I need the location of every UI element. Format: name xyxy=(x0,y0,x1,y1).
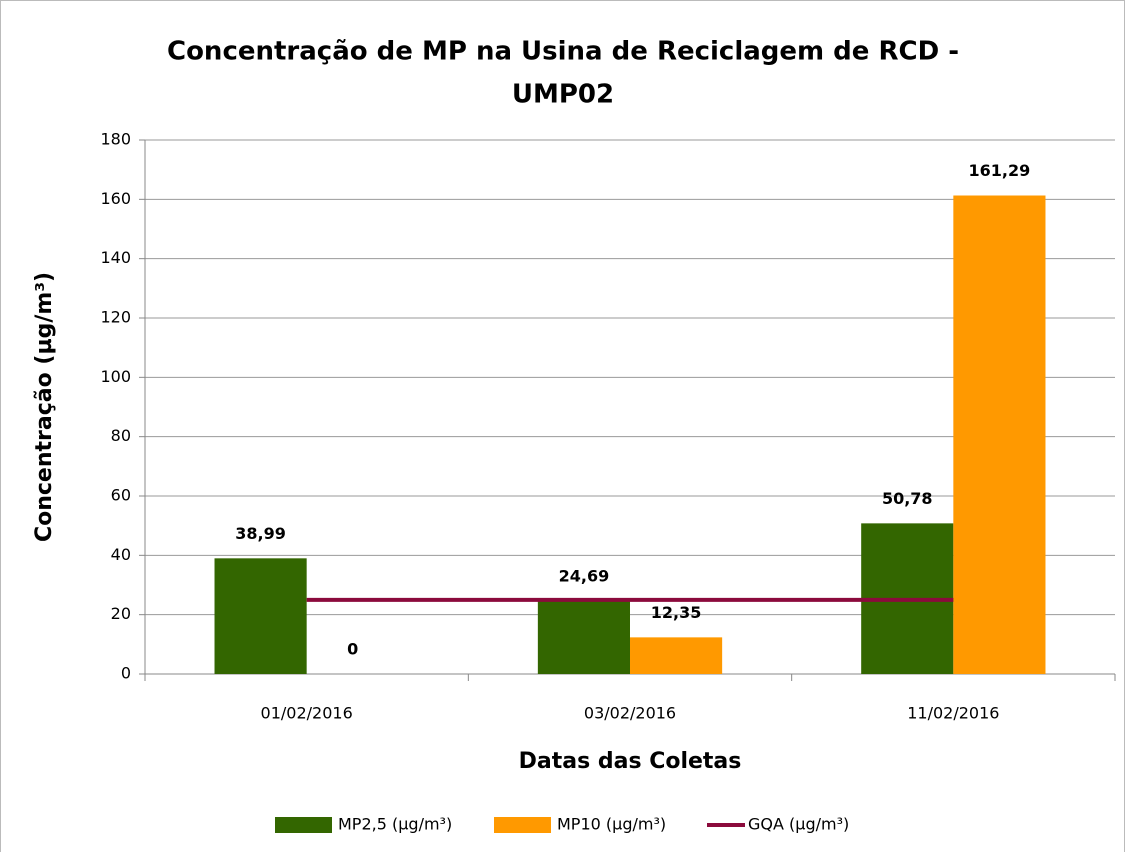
y-tick-label: 100 xyxy=(100,367,131,386)
chart-title: Concentração de MP na Usina de Reciclage… xyxy=(167,37,959,67)
bar xyxy=(953,195,1046,674)
y-axis-title: Concentração (µg/m³) xyxy=(32,272,57,542)
value-label: 38,99 xyxy=(235,524,286,543)
value-label: 12,35 xyxy=(651,603,702,622)
y-tick-label: 160 xyxy=(100,189,131,208)
x-axis-title: Datas das Coletas xyxy=(519,749,742,774)
x-tick-label: 01/02/2016 xyxy=(261,704,353,723)
value-label: 24,69 xyxy=(559,566,610,585)
y-tick-label: 20 xyxy=(111,604,131,623)
y-tick-label: 140 xyxy=(100,248,131,267)
y-tick-label: 80 xyxy=(111,426,131,445)
value-label: 50,78 xyxy=(882,489,933,508)
x-tick-label: 11/02/2016 xyxy=(907,704,999,723)
value-label: 161,29 xyxy=(969,161,1031,180)
y-tick-label: 180 xyxy=(100,130,131,149)
legend-label: GQA (µg/m³) xyxy=(748,815,849,834)
bar xyxy=(537,600,630,674)
legend-swatch xyxy=(494,817,551,833)
value-label: 0 xyxy=(347,640,358,659)
bar xyxy=(630,637,723,674)
y-tick-label: 0 xyxy=(121,664,131,683)
x-tick-label: 03/02/2016 xyxy=(584,704,676,723)
bar xyxy=(214,558,307,674)
y-tick-label: 40 xyxy=(111,545,131,564)
y-tick-label: 60 xyxy=(111,486,131,505)
legend-label: MP2,5 (µg/m³) xyxy=(338,815,452,834)
legend-swatch xyxy=(275,817,332,833)
y-tick-label: 120 xyxy=(100,308,131,327)
legend-label: MP10 (µg/m³) xyxy=(557,815,666,834)
chart-title: UMP02 xyxy=(512,80,614,110)
